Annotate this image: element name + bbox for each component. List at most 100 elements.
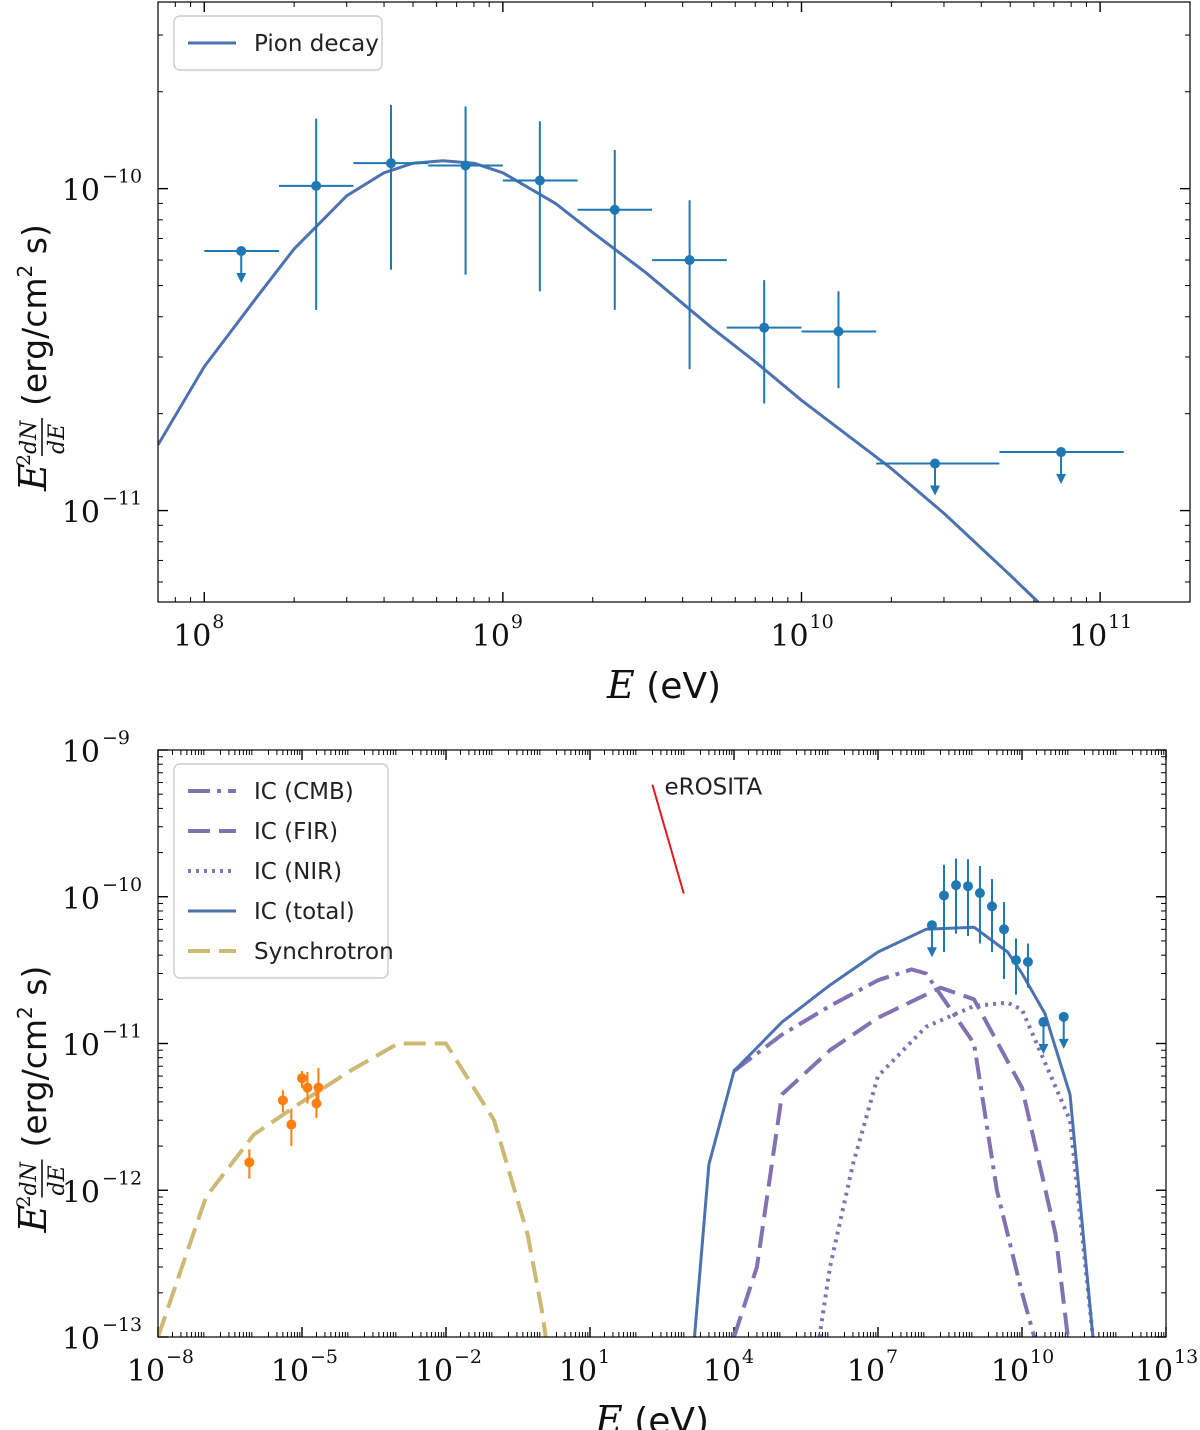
y-tick-label: 10 −10 <box>62 874 142 917</box>
x-tick-exponent: 10 <box>809 611 833 633</box>
y-label-dN: dN <box>17 420 42 454</box>
y-tick-label: 10 −9 <box>62 727 130 770</box>
x-tick-base: 10 <box>559 1354 597 1389</box>
x-tick-exponent: −8 <box>166 1346 194 1368</box>
x-tick-label: 10 −8 <box>127 1346 194 1389</box>
y-tick-label: 10 −13 <box>62 1314 142 1357</box>
x-tick-exponent: 1 <box>598 1346 610 1368</box>
y-tick-base: 10 <box>62 1029 100 1064</box>
data-point <box>684 255 695 266</box>
data-point <box>302 1082 313 1093</box>
y-label-sq: 2 <box>13 454 35 466</box>
y-label-dE: dE <box>45 1165 70 1195</box>
y-tick-base: 10 <box>62 496 100 531</box>
x-tick-base: 10 <box>173 619 211 654</box>
x-tick-exponent: 4 <box>742 1346 754 1368</box>
y-label-units: (erg/cm2 s) <box>13 966 54 1148</box>
x-tick-label: 10 10 <box>991 1346 1054 1389</box>
data-point <box>286 1119 297 1130</box>
series-synchrotron-line <box>158 1041 548 1337</box>
x-tick-base: 10 <box>991 1354 1029 1389</box>
data-point <box>999 924 1010 935</box>
series-pion-decay-line <box>158 159 1040 602</box>
upper-limit-arrowhead <box>1038 1044 1049 1055</box>
y-label-E: E <box>11 1205 55 1234</box>
x-axis-label: E (eV) <box>606 663 721 707</box>
y-tick-exponent: −10 <box>102 874 142 896</box>
x-axis-label: E (eV) <box>594 1398 709 1430</box>
x-tick-label: 10 7 <box>847 1346 898 1389</box>
data-point <box>974 888 985 899</box>
data-point <box>277 1095 288 1106</box>
upper-limit-arrowhead <box>930 485 941 496</box>
data-point <box>1038 1017 1049 1028</box>
x-tick-base: 10 <box>271 1354 309 1389</box>
y-tick-exponent: −11 <box>102 1021 142 1043</box>
x-tick-label: 10 −5 <box>271 1346 338 1389</box>
legend-label: Synchrotron <box>254 939 394 965</box>
x-tick-exponent: 9 <box>511 611 523 633</box>
data-point <box>1011 955 1022 966</box>
legend: IC (CMB) IC (FIR) IC (NIR) IC (total) Synchr… <box>173 763 394 979</box>
x-tick-label: 10 13 <box>1135 1346 1198 1389</box>
y-tick-exponent: −9 <box>102 727 130 749</box>
tick-marks <box>158 2 1190 602</box>
x-tick-base: 10 <box>703 1354 741 1389</box>
data-point <box>938 890 949 901</box>
series-ic-fir--line <box>732 985 1070 1337</box>
x-tick-base: 10 <box>127 1354 165 1389</box>
x-tick-base: 10 <box>415 1354 453 1389</box>
data-point <box>1058 1011 1069 1022</box>
axes-frame <box>157 749 1167 1338</box>
series-ic-total--line <box>693 925 1095 1337</box>
x-tick-label: 10 1 <box>559 1346 610 1389</box>
data-point <box>1022 956 1033 967</box>
data-point <box>534 175 545 186</box>
erosita-label: eROSITA <box>664 775 762 801</box>
plot-area <box>158 104 1124 602</box>
y-label-sq: 2 <box>13 1195 35 1207</box>
y-tick-base: 10 <box>62 1175 100 1210</box>
y-tick-label: 10 −12 <box>62 1167 142 1210</box>
data-point <box>759 322 770 333</box>
y-label-dN: dN <box>17 1161 42 1195</box>
y-tick-base: 10 <box>62 174 100 209</box>
y-tick-base: 10 <box>62 735 100 770</box>
data-point <box>297 1073 307 1084</box>
data-point <box>930 458 941 469</box>
y-tick-label: 10 −11 <box>62 1021 142 1064</box>
y-tick-exponent: −10 <box>102 166 142 188</box>
data-point <box>833 326 844 337</box>
x-tick-base: 10 <box>1069 619 1107 654</box>
legend-label: Pion decay <box>254 31 379 57</box>
x-tick-exponent: 10 <box>1030 1346 1054 1368</box>
x-tick-exponent: 13 <box>1174 1346 1198 1368</box>
y-tick-base: 10 <box>62 1322 100 1357</box>
y-tick-base: 10 <box>62 882 100 917</box>
legend-box <box>173 763 389 979</box>
x-tick-label: 10 8 <box>173 611 224 654</box>
series-fermi-lat-points <box>926 858 1069 1055</box>
legend-label: IC (NIR) <box>254 859 342 885</box>
data-point <box>311 180 322 191</box>
x-tick-base: 10 <box>472 619 510 654</box>
y-label-E: E <box>11 463 55 492</box>
x-tick-label: 10 −2 <box>415 1346 482 1389</box>
series-erosita-line <box>651 784 685 894</box>
data-point <box>963 881 974 892</box>
series-ic-cmb--line <box>732 967 1037 1337</box>
series-radio-points <box>244 1068 324 1179</box>
data-point <box>986 901 997 912</box>
series-fermi-lat-points <box>204 104 1124 496</box>
x-tick-exponent: 11 <box>1108 611 1132 633</box>
data-point <box>313 1082 324 1093</box>
x-tick-label: 10 4 <box>703 1346 754 1389</box>
y-tick-exponent: −11 <box>102 488 142 510</box>
x-tick-exponent: −5 <box>310 1346 338 1368</box>
x-tick-exponent: −2 <box>454 1346 482 1368</box>
